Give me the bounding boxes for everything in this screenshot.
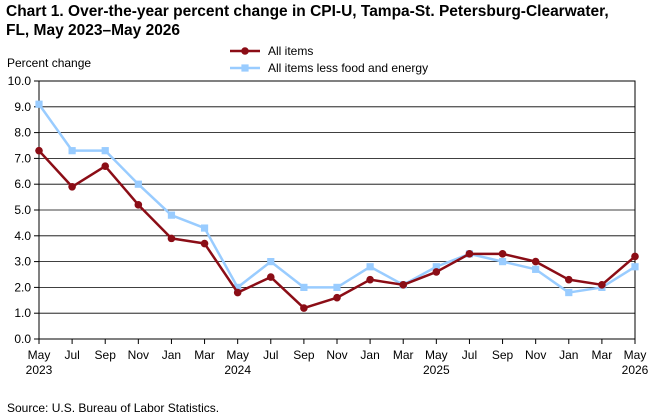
series-layer: [35, 100, 639, 312]
data-point: [200, 224, 209, 232]
y-tick-label: 0.0: [14, 332, 31, 346]
x-tick-label: Nov: [525, 348, 546, 362]
x-tick-label: Jul: [64, 348, 79, 362]
line-chart: Percent change 0.0 1.0 2.0 3.0 4.0 5.0 6.0 7.0 8…: [7, 44, 649, 377]
x-tick-label: Nov: [128, 348, 149, 362]
data-point: [631, 252, 639, 261]
data-point: [233, 288, 242, 297]
x-tick-label: May: [624, 348, 647, 362]
x-tick-label: Nov: [326, 348, 347, 362]
data-point: [432, 268, 441, 276]
data-point: [366, 275, 374, 284]
data-point: [565, 288, 573, 297]
x-tick-label: Sep: [293, 348, 315, 362]
data-point: [234, 283, 242, 291]
source-note: Source: U.S. Bureau of Labor Statistics.: [7, 401, 220, 415]
y-axis-label: Percent change: [7, 56, 91, 70]
data-point: [101, 162, 110, 170]
x-tick-label: Jul: [462, 348, 477, 362]
y-tick-label: 4.0: [14, 229, 31, 243]
data-point: [432, 263, 440, 271]
data-point: [598, 281, 606, 289]
x-tick-label: Jan: [559, 348, 578, 362]
data-point: [167, 211, 176, 219]
y-tick-label: 2.0: [14, 280, 31, 294]
data-point: [300, 283, 308, 291]
data-point: [200, 239, 209, 248]
data-point: [266, 273, 275, 281]
legend-item: All items less food and energy: [230, 61, 428, 75]
x-tick-label: Sep: [492, 348, 514, 362]
y-tick-label: 1.0: [14, 306, 31, 320]
data-point: [631, 263, 639, 271]
x-tick-label: Sep: [95, 348, 117, 362]
x-tick-label: Jan: [360, 348, 379, 362]
series-all-items: [35, 146, 639, 312]
x-tick-year-label: 2024: [224, 363, 251, 377]
data-point: [134, 201, 143, 209]
x-tick-label: May: [425, 348, 448, 362]
data-point: [465, 250, 474, 258]
x-tick-label: Mar: [592, 348, 613, 362]
x-tick-year-label: 2025: [423, 363, 450, 377]
x-tick-label: May: [226, 348, 249, 362]
y-tick-label: 10.0: [8, 74, 32, 88]
data-point: [35, 146, 43, 155]
legend-swatch-marker: [241, 64, 249, 72]
data-point: [532, 265, 540, 273]
x-tick-label: Mar: [393, 348, 414, 362]
gridlines: [39, 106, 635, 314]
data-point: [101, 147, 109, 155]
data-point: [399, 281, 408, 289]
data-point: [267, 258, 275, 266]
data-point: [564, 275, 573, 284]
data-point: [68, 182, 76, 191]
legend-label: All items: [268, 44, 313, 58]
y-tick-label: 6.0: [14, 177, 31, 191]
y-tick-label: 5.0: [14, 203, 31, 217]
x-tick-label: Mar: [194, 348, 215, 362]
data-point: [134, 180, 142, 188]
series-all-items-less-food-and-energy: [35, 100, 639, 297]
x-tick-year-label: 2023: [26, 363, 53, 377]
data-point: [366, 263, 374, 271]
y-tick-label: 9.0: [14, 100, 31, 114]
data-point: [300, 304, 308, 312]
data-point: [35, 100, 43, 108]
legend-label: All items less food and energy: [268, 61, 428, 75]
y-tick-label: 8.0: [14, 126, 31, 140]
data-point: [498, 250, 507, 258]
x-tick-year-label: 2026: [622, 363, 649, 377]
x-tick-label: Jan: [162, 348, 181, 362]
y-tick-label: 3.0: [14, 255, 31, 269]
chart-title-line-1: Chart 1. Over-the-year percent change in…: [6, 3, 609, 20]
data-point: [333, 293, 341, 302]
x-tick-label: Jul: [263, 348, 278, 362]
data-point: [68, 147, 76, 155]
data-point: [531, 257, 540, 266]
chart-title-line-2: FL, May 2023–May 2026: [6, 22, 181, 39]
y-axis-ticks: 0.0 1.0 2.0 3.0 4.0 5.0 6.0 7.0 8.0 9.0 10.0: [8, 74, 39, 346]
legend: All items All items less food and energy: [230, 44, 428, 75]
data-point: [167, 234, 176, 243]
chart-title: Chart 1. Over-the-year percent change in…: [6, 2, 656, 40]
y-tick-label: 7.0: [14, 151, 31, 165]
data-point: [498, 258, 507, 266]
x-tick-label: May: [28, 348, 51, 362]
data-point: [333, 283, 341, 291]
legend-item: All items: [230, 44, 313, 58]
legend-swatch-marker: [241, 47, 249, 55]
